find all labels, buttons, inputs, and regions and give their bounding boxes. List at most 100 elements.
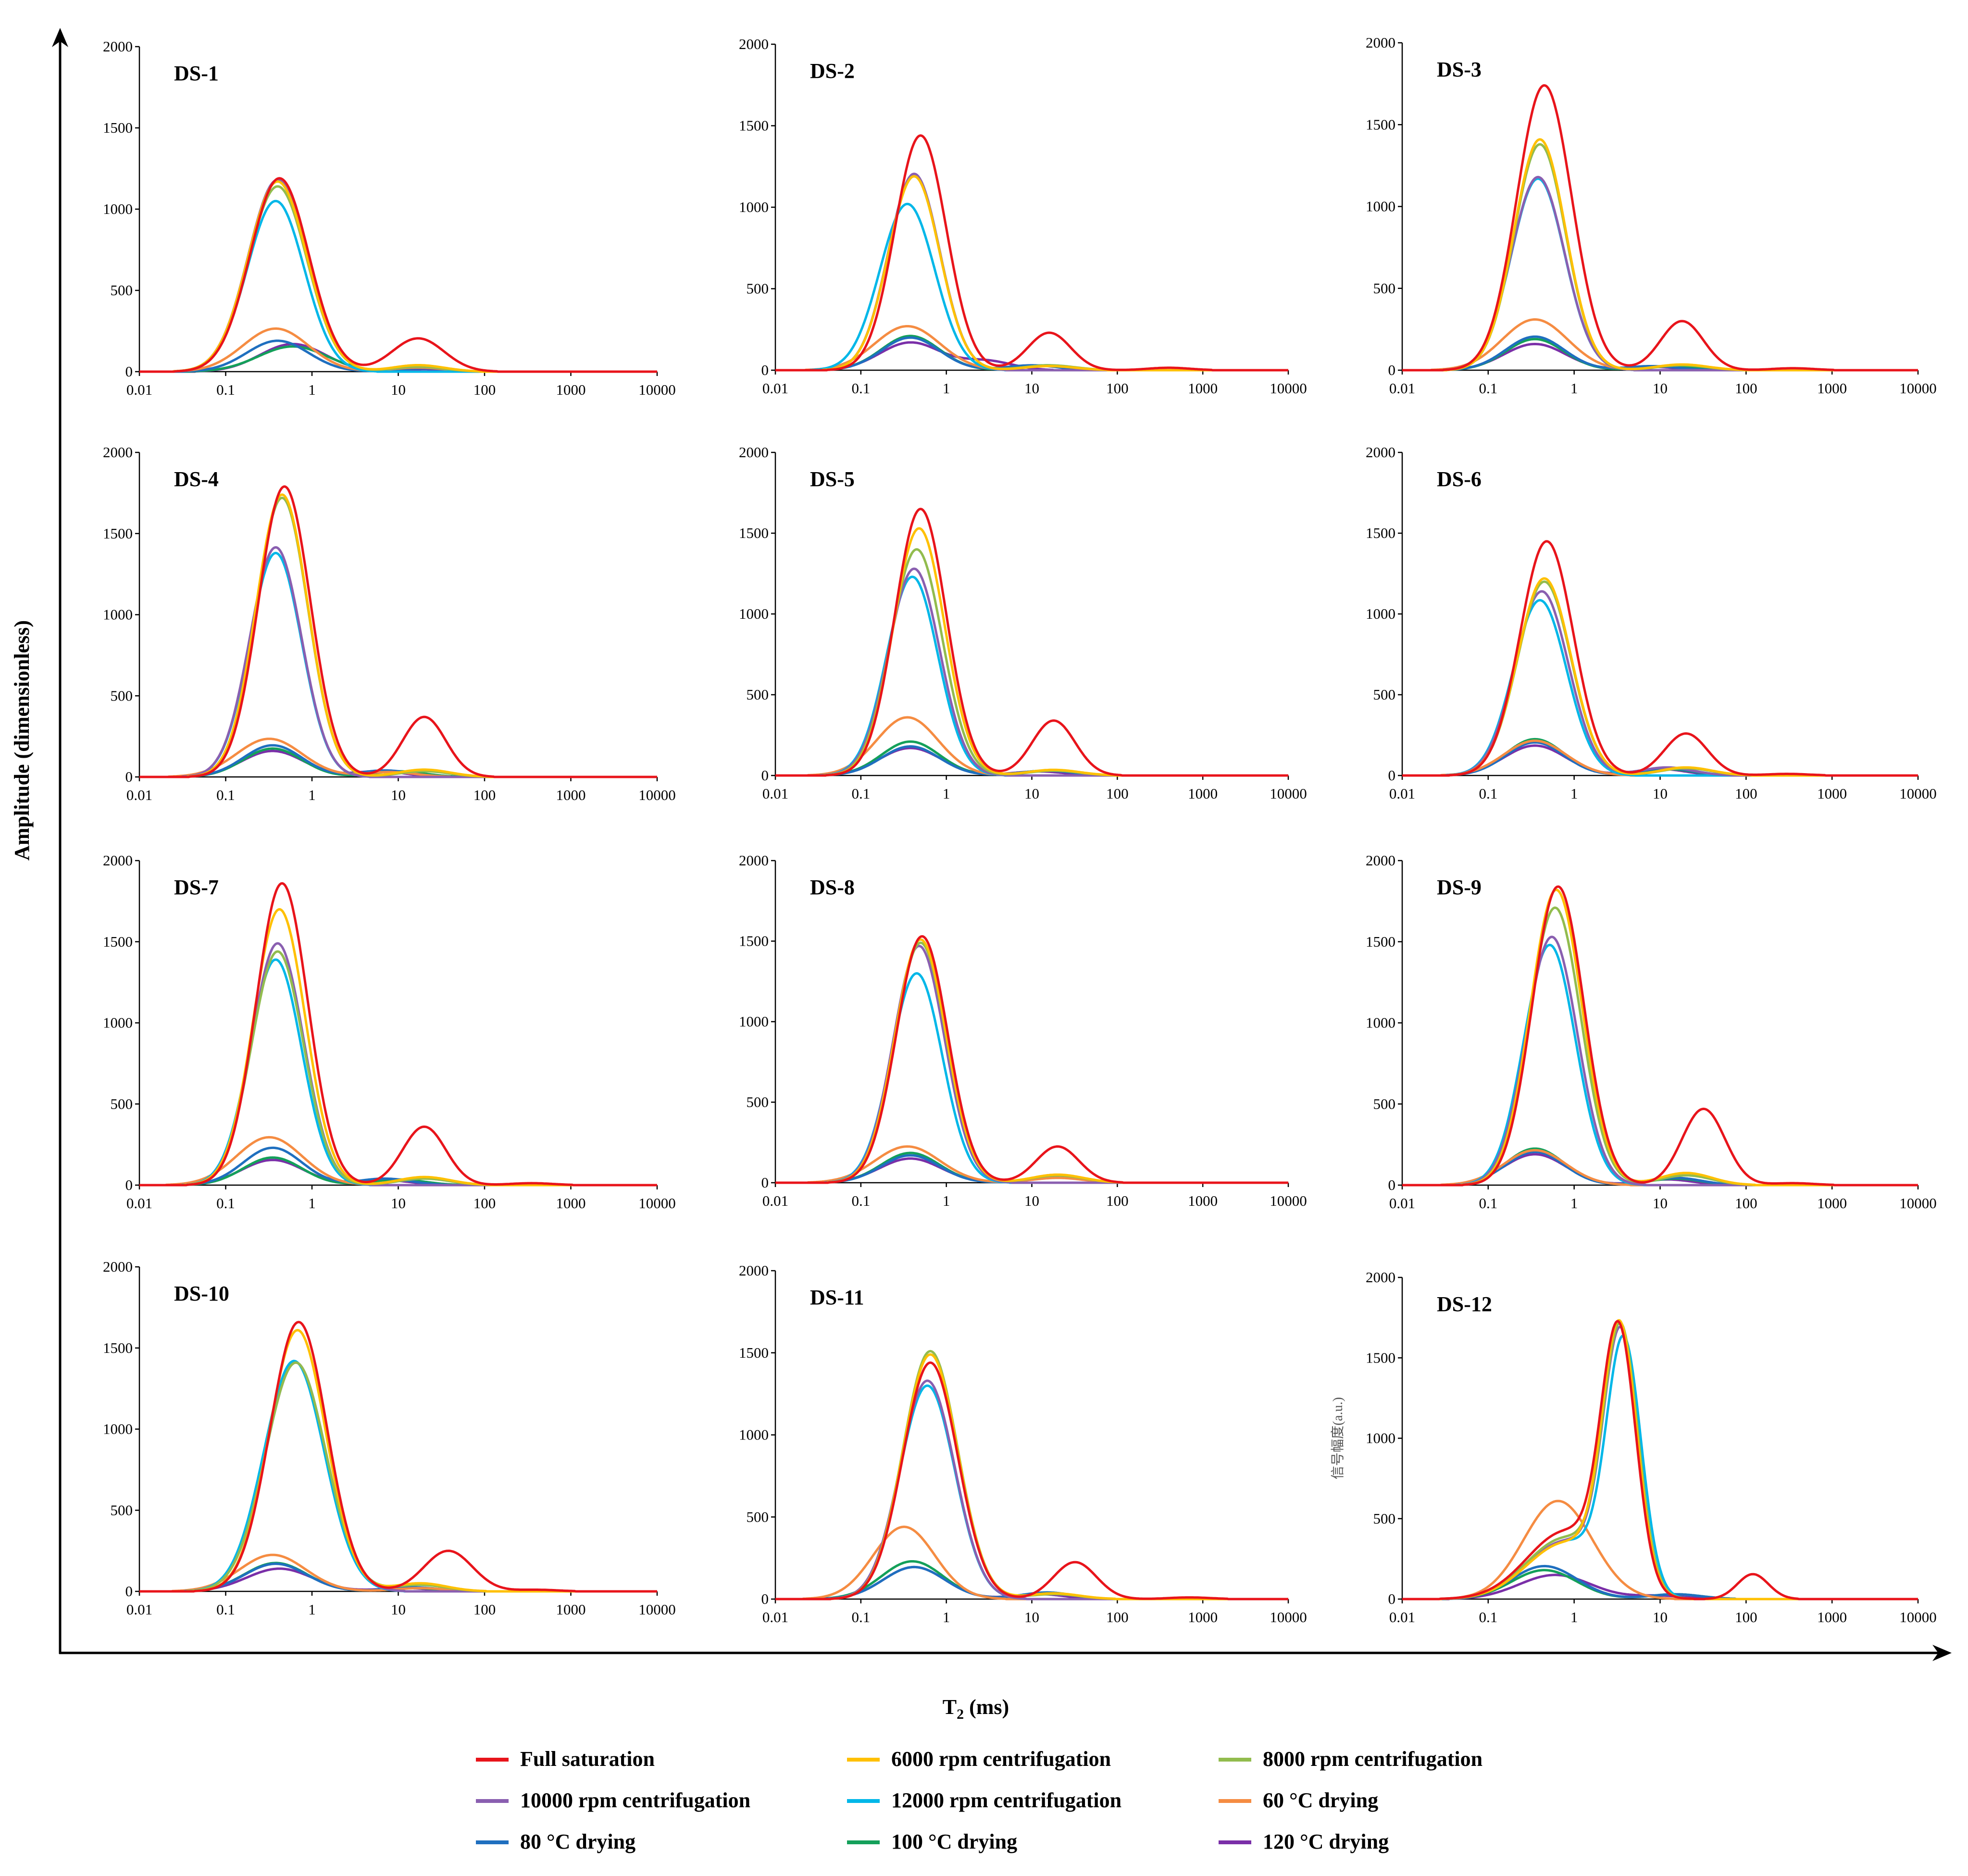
x-tick-label: 0.1 [1479, 380, 1497, 397]
y-tick-label: 1500 [1366, 525, 1395, 541]
x-tick-label: 0.01 [762, 1609, 788, 1626]
y-tick-label: 2000 [103, 852, 133, 869]
y-tick-label: 2000 [1366, 852, 1395, 869]
outer-x-arrow [1932, 1645, 1952, 1661]
legend-label: 100 °C drying [891, 1830, 1017, 1853]
x-tick-label: 10 [391, 381, 406, 398]
series-line-full-saturation [775, 134, 1288, 372]
series-line-full-saturation [139, 177, 657, 373]
x-tick-label: 0.01 [126, 787, 152, 803]
x-tick-label: 1000 [556, 1601, 586, 1618]
panel-title: DS-3 [1437, 58, 1482, 81]
y-tick-label: 500 [111, 687, 133, 704]
x-tick-label: 10 [1024, 1192, 1039, 1209]
legend-label: Full saturation [520, 1747, 655, 1771]
x-tick-label: 0.01 [126, 1195, 152, 1212]
x-tick-label: 100 [1106, 1609, 1129, 1626]
x-tick-label: 100 [473, 1601, 496, 1618]
legend-item: 60 °C drying [1219, 1788, 1378, 1812]
series-line-full-saturation [139, 485, 657, 778]
x-tick-label: 0.1 [1479, 1195, 1497, 1212]
x-tick-label: 0.1 [216, 1195, 235, 1212]
outer-y-arrow [52, 28, 68, 47]
x-tick-label: 10000 [1899, 785, 1937, 802]
y-tick-label: 1500 [739, 525, 769, 541]
x-tick-label: 100 [1106, 785, 1129, 802]
y-tick-label: 2000 [103, 1258, 133, 1275]
series-line-full-saturation [775, 508, 1288, 777]
y-tick-label: 2000 [1366, 444, 1395, 461]
x-tick-label: 0.1 [851, 1192, 870, 1209]
y-tick-label: 500 [747, 686, 769, 703]
y-tick-label: 1000 [739, 1426, 769, 1443]
x-tick-label: 100 [1106, 380, 1129, 397]
legend-label: 8000 rpm centrifugation [1263, 1747, 1482, 1771]
x-tick-label: 100 [1735, 785, 1757, 802]
y-tick-label: 2000 [739, 1262, 769, 1279]
panel-ds-10: 0 500 1000 1500 2000 0.01 0.1 1 10 100 1000 10000 DS… [103, 1258, 676, 1618]
y-tick-label: 1500 [739, 117, 769, 134]
y-tick-label: 1500 [1366, 1349, 1395, 1366]
x-axis-title: T2 (ms) [943, 1695, 1009, 1722]
x-tick-label: 1 [943, 1609, 950, 1626]
x-tick-label: 1000 [1817, 1195, 1847, 1212]
x-tick-label: 10 [1024, 1609, 1039, 1626]
y-tick-label: 1000 [103, 1014, 133, 1031]
x-tick-label: 100 [1735, 380, 1757, 397]
y-tick-label: 1500 [103, 1339, 133, 1356]
legend-label: 6000 rpm centrifugation [891, 1747, 1111, 1771]
panel-title: DS-10 [174, 1282, 229, 1305]
panel-ds-2: 0 500 1000 1500 2000 0.01 0.1 1 10 100 1000 10000 DS… [739, 36, 1307, 397]
y-axis-title: Amplitude (dimensionless) [10, 620, 34, 861]
panel-title: DS-4 [174, 467, 219, 491]
y-tick-label: 500 [1373, 280, 1396, 297]
y-tick-label: 1500 [103, 933, 133, 950]
panel-ds-4: 0 500 1000 1500 2000 0.01 0.1 1 10 100 1000 10000 DS… [103, 444, 676, 803]
x-tick-label: 100 [1735, 1195, 1757, 1212]
y-tick-label: 0 [125, 1176, 133, 1193]
series-line-full-saturation [1402, 1320, 1918, 1601]
x-tick-label: 10000 [1270, 1609, 1307, 1626]
x-tick-label: 0.01 [762, 785, 788, 802]
x-tick-label: 1 [1570, 1195, 1578, 1212]
x-tick-label: 0.1 [1479, 785, 1497, 802]
panel-title: DS-7 [174, 875, 219, 899]
x-tick-label: 1 [308, 1601, 316, 1618]
x-tick-label: 0.01 [126, 1601, 152, 1618]
x-tick-label: 0.1 [851, 380, 870, 397]
x-tick-label: 10000 [1899, 1609, 1937, 1626]
series-line-full-saturation [1402, 540, 1918, 777]
y-tick-label: 500 [1373, 1510, 1396, 1527]
series-line-full-saturation [1402, 885, 1918, 1187]
x-tick-label: 1000 [1817, 1609, 1847, 1626]
y-tick-label: 0 [761, 1590, 769, 1607]
x-tick-label: 0.01 [762, 1192, 788, 1209]
panel-title: DS-6 [1437, 467, 1482, 491]
x-tick-label: 0.1 [851, 785, 870, 802]
legend-item: 100 °C drying [847, 1830, 1017, 1853]
x-tick-label: 0.01 [1389, 1609, 1415, 1626]
x-tick-label: 100 [473, 787, 496, 803]
x-tick-label: 100 [473, 1195, 496, 1212]
y-tick-label: 0 [1388, 362, 1396, 378]
x-tick-label: 10 [1653, 785, 1668, 802]
x-tick-label: 1 [1570, 380, 1578, 397]
x-tick-label: 1000 [556, 787, 586, 803]
x-tick-label: 10 [1024, 380, 1039, 397]
y-tick-label: 500 [111, 1095, 133, 1112]
x-tick-label: 10 [1653, 1195, 1668, 1212]
y-tick-label: 500 [1373, 686, 1396, 703]
series-line-full-saturation [775, 1361, 1288, 1601]
y-tick-label: 1000 [739, 1013, 769, 1030]
y-tick-label: 2000 [103, 38, 133, 55]
panel-title: DS-12 [1437, 1292, 1492, 1316]
legend-item: 10000 rpm centrifugation [476, 1788, 750, 1812]
x-tick-label: 10 [1653, 1609, 1668, 1626]
x-tick-label: 1 [1570, 785, 1578, 802]
y-tick-label: 2000 [103, 444, 133, 461]
outer-axes [52, 28, 1952, 1661]
panel-title: DS-9 [1437, 875, 1482, 899]
x-tick-label: 0.01 [1389, 785, 1415, 802]
x-tick-label: 0.1 [1479, 1609, 1497, 1626]
x-tick-label: 10000 [638, 787, 676, 803]
